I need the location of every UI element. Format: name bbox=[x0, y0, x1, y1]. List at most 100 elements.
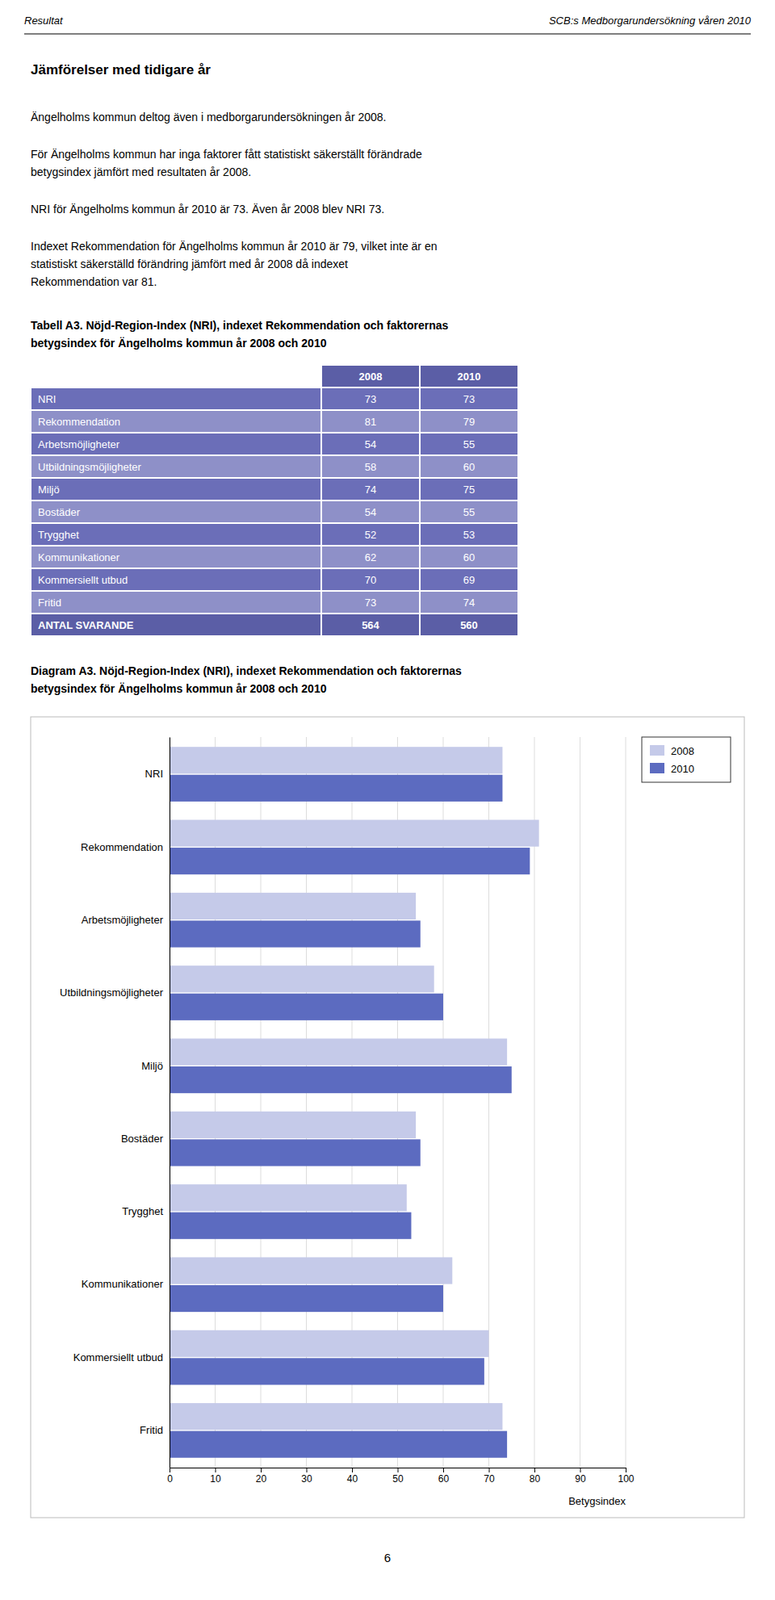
x-tick-label: 100 bbox=[617, 1473, 634, 1485]
chart-title: betygsindex för Ängelholms kommun år 200… bbox=[30, 682, 327, 696]
table-cell bbox=[419, 568, 519, 591]
grid bbox=[169, 737, 626, 1468]
x-tick: 90 bbox=[574, 1467, 587, 1485]
y-tick-label: Fritid bbox=[139, 1424, 164, 1437]
section-title: Jämförelser med tidigare år bbox=[30, 62, 211, 78]
grid-line bbox=[305, 737, 307, 1468]
table-value: 55 bbox=[463, 506, 475, 519]
x-tick-label: 50 bbox=[392, 1473, 404, 1485]
table-value: 54 bbox=[364, 506, 377, 519]
bar bbox=[169, 1431, 507, 1458]
table-cell bbox=[419, 410, 519, 433]
table-value: 60 bbox=[463, 460, 475, 474]
bar bbox=[169, 892, 416, 920]
table-value: 54 bbox=[364, 438, 377, 451]
table-row-label: Rekommendation bbox=[37, 415, 121, 428]
table-title: Tabell A3. Nöjd-Region-Index (NRI), inde… bbox=[30, 318, 449, 332]
x-tick: 40 bbox=[347, 1467, 359, 1485]
chart-title: Diagram A3. Nöjd-Region-Index (NRI), ind… bbox=[30, 664, 462, 678]
x-tick: 20 bbox=[255, 1467, 268, 1485]
x-axis: 0102030405060708090100 bbox=[167, 1467, 635, 1485]
grid-line bbox=[214, 737, 216, 1468]
table-cell bbox=[419, 455, 519, 478]
y-tick-label: Utbildningsmöjligheter bbox=[59, 986, 164, 999]
y-tick-label: Bostäder bbox=[121, 1132, 164, 1145]
table-cell bbox=[419, 432, 519, 456]
bar bbox=[169, 847, 530, 875]
table-row-label: Fritid bbox=[37, 596, 62, 609]
bar bbox=[169, 920, 421, 947]
table-value: 74 bbox=[364, 483, 377, 496]
x-tick-label: 20 bbox=[255, 1473, 268, 1485]
table-header-label: 2008 bbox=[359, 370, 383, 383]
x-tick-mark bbox=[580, 1467, 582, 1473]
table-cell bbox=[321, 545, 420, 569]
legend-frame bbox=[641, 737, 731, 783]
bars bbox=[169, 746, 540, 1458]
x-tick-mark bbox=[351, 1467, 353, 1473]
x-tick: 10 bbox=[209, 1467, 222, 1485]
bar bbox=[169, 1066, 512, 1094]
grid-line bbox=[534, 737, 536, 1468]
legend-swatch bbox=[649, 745, 665, 756]
page: Resultat SCB:s Medborgarundersökning våre… bbox=[0, 0, 775, 1600]
y-tick: Trygghet bbox=[121, 1205, 164, 1218]
table-cell bbox=[419, 387, 519, 411]
table-header-label: 2010 bbox=[457, 370, 482, 383]
grid-line bbox=[625, 737, 627, 1468]
x-tick-mark bbox=[489, 1467, 491, 1473]
y-tick-label: NRI bbox=[145, 767, 164, 780]
paragraph-line: betygsindex jämfört med resultaten år 20… bbox=[30, 165, 252, 179]
table-cell bbox=[419, 590, 519, 614]
table-cell bbox=[419, 613, 519, 637]
y-tick-label: Kommunikationer bbox=[81, 1277, 164, 1291]
table-cell bbox=[30, 455, 322, 478]
grid-line bbox=[488, 737, 490, 1468]
table-value: 69 bbox=[463, 573, 475, 587]
y-tick: Rekommendation bbox=[80, 841, 164, 854]
table-cell bbox=[30, 500, 322, 524]
table-row-label: Kommersiellt utbud bbox=[37, 573, 128, 587]
paragraph-line: statistiskt säkerställd förändring jämfö… bbox=[30, 257, 348, 271]
bar-series bbox=[169, 775, 530, 1458]
table-value: 70 bbox=[364, 573, 377, 587]
x-tick-mark bbox=[397, 1467, 399, 1473]
x-tick-mark bbox=[306, 1467, 308, 1473]
legend-swatch bbox=[649, 762, 665, 774]
table-cell bbox=[321, 432, 420, 456]
table-cell bbox=[419, 545, 519, 569]
table-cell bbox=[30, 613, 322, 637]
y-tick-label: Miljö bbox=[141, 1059, 164, 1073]
table-cell bbox=[30, 545, 322, 569]
y-tick: Utbildningsmöjligheter bbox=[59, 986, 164, 999]
table-value: 53 bbox=[463, 528, 475, 541]
table-cell bbox=[30, 410, 322, 433]
table-cell bbox=[321, 387, 420, 411]
x-tick-label: 60 bbox=[438, 1473, 450, 1485]
table-cell bbox=[30, 387, 322, 411]
y-axis-line bbox=[169, 737, 171, 1469]
bar bbox=[169, 993, 444, 1021]
x-tick-mark bbox=[534, 1467, 536, 1473]
x-tick: 80 bbox=[529, 1467, 541, 1485]
paragraph-line: NRI för Ängelholms kommun år 2010 är 73.… bbox=[30, 202, 385, 216]
table-cell bbox=[321, 410, 420, 433]
table-value: 73 bbox=[364, 393, 377, 406]
x-tick: 30 bbox=[301, 1467, 313, 1485]
table-row-label: NRI bbox=[37, 393, 56, 406]
chart-frame bbox=[30, 716, 745, 1518]
table-cell bbox=[30, 432, 322, 456]
table-value: 560 bbox=[460, 619, 478, 632]
legend: 20082010 bbox=[641, 737, 731, 783]
table-value: 564 bbox=[361, 619, 380, 632]
header-left: Resultat bbox=[24, 14, 64, 27]
header-right: SCB:s Medborgarundersökning våren 2010 bbox=[548, 14, 752, 27]
bar bbox=[169, 1357, 485, 1385]
y-tick: Kommersiellt utbud bbox=[73, 1351, 164, 1364]
x-tick: 100 bbox=[617, 1467, 634, 1485]
table-cell bbox=[419, 500, 519, 524]
y-tick: Arbetsmöjligheter bbox=[81, 913, 164, 926]
paragraph-line: Rekommendation var 81. bbox=[30, 275, 157, 289]
bar bbox=[169, 1403, 503, 1430]
x-tick-mark bbox=[625, 1467, 627, 1473]
